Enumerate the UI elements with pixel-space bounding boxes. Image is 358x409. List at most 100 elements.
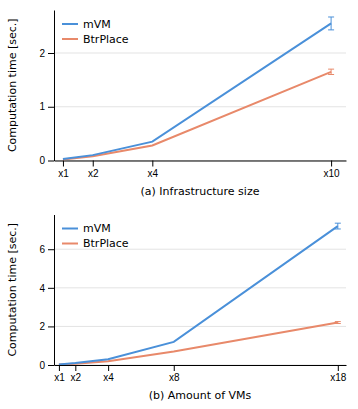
line: [63, 72, 331, 160]
x-tick-mark: [174, 365, 175, 371]
error-bar: [335, 322, 341, 324]
x-tick-label: x4: [103, 372, 114, 383]
y-axis-title: Computation time [sec.]: [6, 18, 19, 152]
error-bar-cap: [328, 74, 334, 75]
x-tick: x8: [169, 365, 180, 383]
grid: [54, 249, 346, 365]
grid-line: [54, 326, 346, 327]
x-tick-mark: [59, 365, 60, 371]
grid-line: [54, 53, 346, 54]
x-tick: x2: [88, 161, 99, 179]
y-tick-mark: [48, 53, 54, 54]
y-tick: 2: [39, 321, 54, 332]
figure: x1x2x4x10012(a) Infrastructure sizeCompu…: [0, 0, 358, 409]
x-tick: x4: [103, 365, 114, 383]
error-bar-cap: [328, 29, 334, 30]
y-axis-title: Computation time [sec.]: [6, 223, 19, 357]
y-tick-label: 6: [39, 244, 45, 255]
plot-area: [59, 223, 341, 364]
legend-swatch: [62, 243, 78, 245]
x-tick-label: x8: [169, 372, 180, 383]
y-tick-mark: [48, 161, 54, 162]
error-bar-cap: [335, 228, 341, 229]
x-tick-mark: [63, 161, 64, 167]
x-tick: x10: [324, 161, 341, 179]
x-tick: x1: [54, 365, 65, 383]
error-bar: [335, 223, 341, 229]
legend-item: mVM: [62, 222, 111, 235]
x-tick-mark: [93, 161, 94, 167]
legend-swatch: [62, 38, 78, 40]
legend: mVM BtrPlace: [62, 222, 129, 250]
y-axis: 0 1 2: [39, 11, 54, 167]
y-tick-mark: [48, 288, 54, 289]
y-tick-label: 0: [39, 155, 45, 166]
legend-swatch: [62, 23, 78, 25]
x-tick-label: x4: [148, 168, 159, 179]
grid-line: [54, 287, 346, 288]
error-bar-cap: [328, 16, 334, 17]
error-bar: [328, 69, 334, 74]
grid: [54, 53, 346, 161]
x-axis-title: (b) Amount of VMs: [149, 389, 252, 402]
error-bar-cap: [335, 323, 341, 324]
x-tick-label: x18: [330, 372, 347, 383]
x-tick: x2: [71, 365, 82, 383]
x-tick-label: x2: [71, 372, 82, 383]
y-tick: 0: [39, 155, 54, 166]
y-axis-line: [54, 11, 55, 162]
x-tick-mark: [338, 365, 339, 371]
x-tick: x18: [330, 365, 347, 383]
grid-line: [54, 160, 346, 161]
legend-label: mVM: [83, 222, 111, 235]
panel: x1 x2 x4 x10 0 1 2 (a) Infrastructure size Compu…: [6, 11, 347, 198]
x-tick-label: x1: [54, 372, 65, 383]
x-tick-label: x10: [324, 168, 341, 179]
grid-line: [54, 106, 346, 107]
x-tick-label: x1: [58, 168, 69, 179]
legend-item: BtrPlace: [62, 33, 129, 46]
line: [63, 23, 331, 158]
error-bar-stem: [337, 223, 338, 229]
y-tick: 0: [39, 360, 54, 371]
y-tick-mark: [48, 249, 54, 250]
x-axis-line: [55, 161, 347, 162]
x-tick-mark: [108, 365, 109, 371]
error-bar-cap: [335, 321, 341, 322]
y-tick: 1: [39, 101, 54, 112]
y-tick-label: 4: [39, 283, 45, 294]
x-axis-line: [55, 365, 347, 366]
legend-item: mVM: [62, 18, 111, 31]
y-tick-label: 1: [39, 101, 45, 112]
legend-label: BtrPlace: [83, 33, 129, 46]
legend-label: BtrPlace: [83, 237, 129, 250]
error-bar-stem: [331, 69, 332, 74]
x-tick-mark: [152, 161, 153, 167]
error-bar-stem: [331, 17, 332, 30]
x-tick-label: x2: [88, 168, 99, 179]
line: [59, 323, 338, 365]
y-axis-line: [54, 215, 55, 366]
grid-line: [54, 365, 346, 366]
y-tick-mark: [48, 326, 54, 327]
x-axis: x1 x2 x4 x10: [55, 161, 347, 179]
legend-label: mVM: [83, 18, 111, 31]
error-bar: [328, 17, 334, 30]
y-tick: 6: [39, 244, 54, 255]
legend: mVM BtrPlace: [62, 18, 129, 46]
panel: x1 x2 x4 x8 x18 0 2 4 6 (b) Amount of VMs Computat…: [6, 215, 347, 402]
error-bar-cap: [328, 69, 334, 70]
legend-swatch: [62, 228, 78, 230]
x-axis: x1 x2 x4 x8 x18: [54, 365, 347, 383]
y-tick: 2: [39, 48, 54, 59]
y-axis: 0 2 4 6: [39, 215, 54, 371]
y-tick-label: 2: [39, 321, 45, 332]
plot-area: [63, 17, 334, 159]
y-tick-label: 0: [39, 360, 45, 371]
y-tick-mark: [48, 365, 54, 366]
x-tick: x1: [58, 161, 69, 179]
y-tick-label: 2: [39, 48, 45, 59]
x-tick-mark: [75, 365, 76, 371]
x-axis-title: (a) Infrastructure size: [141, 185, 260, 198]
x-tick: x4: [148, 161, 159, 179]
